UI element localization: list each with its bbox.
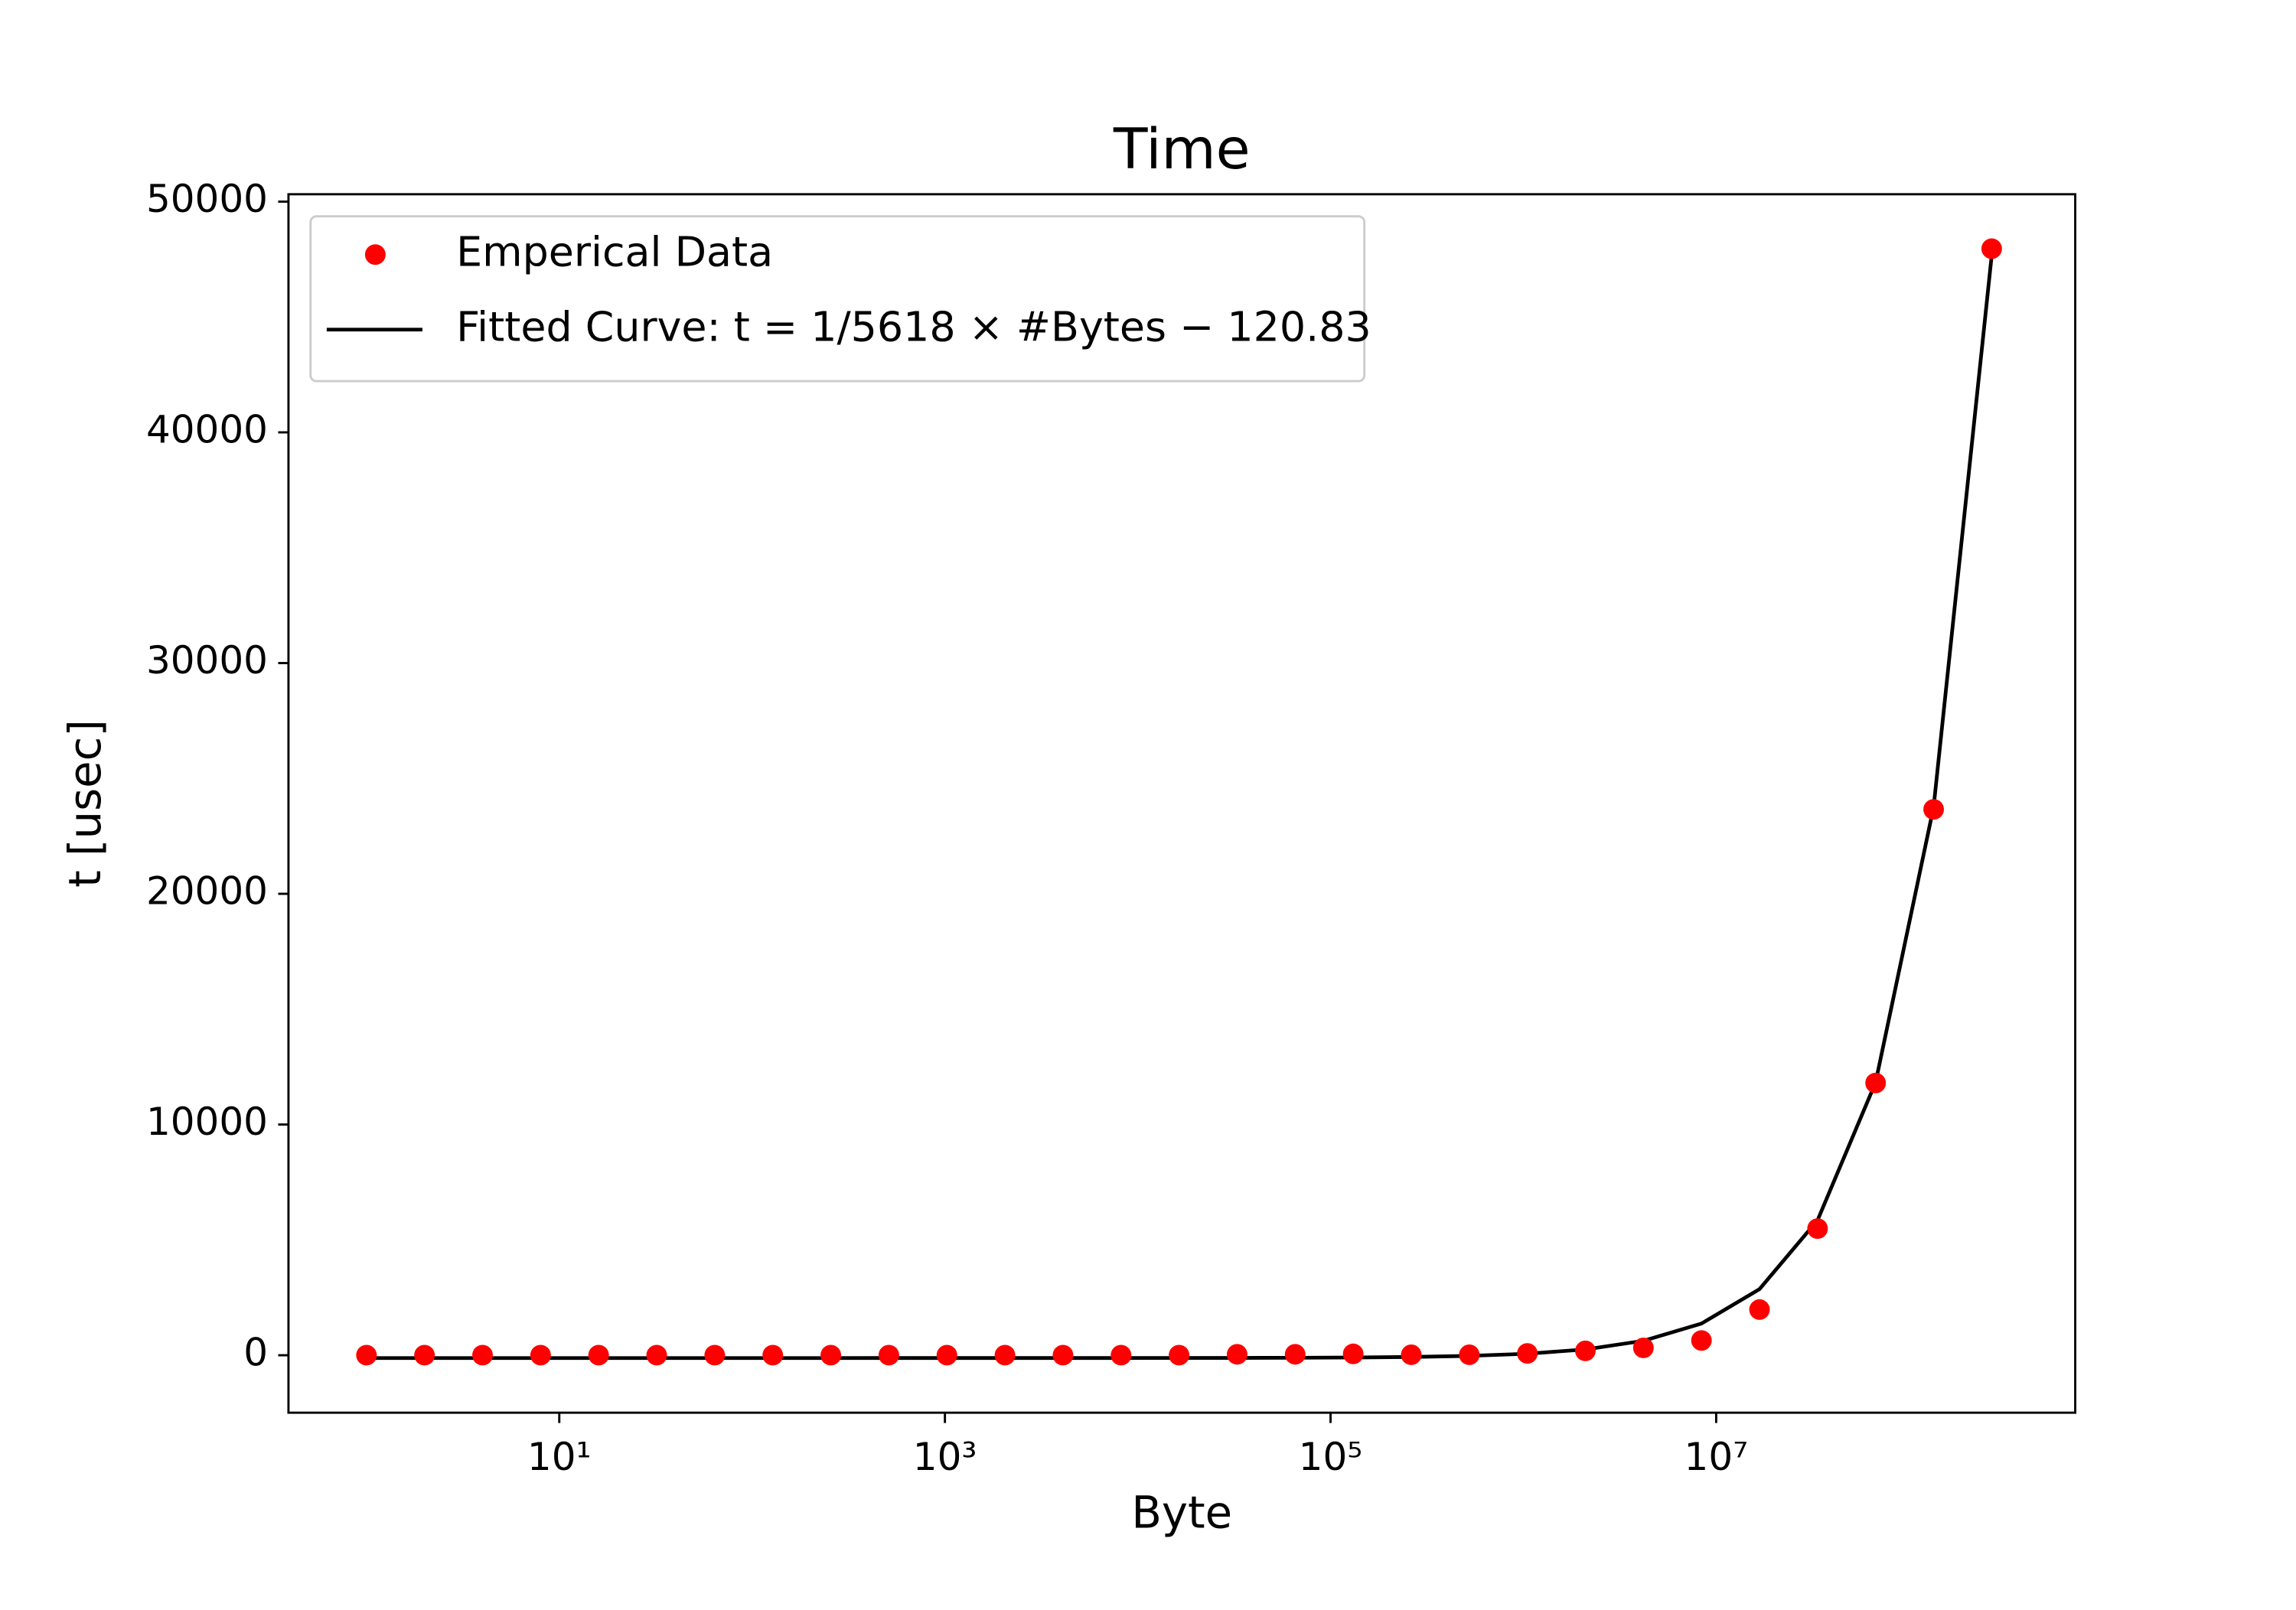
data-point (1517, 1343, 1538, 1364)
data-point (414, 1344, 435, 1366)
data-point (704, 1344, 726, 1366)
x-tick-label: 10¹ (527, 1435, 592, 1479)
data-point (1226, 1344, 1247, 1365)
data-point (1981, 238, 2002, 259)
y-tick-label: 30000 (146, 638, 268, 683)
y-tick-label: 40000 (146, 408, 268, 452)
data-point (1459, 1344, 1480, 1365)
plot-frame (287, 193, 2076, 1414)
data-point (1169, 1344, 1190, 1366)
data-point (588, 1344, 609, 1366)
data-point (1110, 1344, 1132, 1366)
data-point (472, 1344, 493, 1366)
x-tick-label: 10⁵ (1299, 1435, 1363, 1479)
y-tick-label: 20000 (146, 869, 268, 914)
y-axis-label: t [usec] (59, 719, 111, 888)
legend-marker (364, 244, 386, 266)
y-tick-label: 50000 (146, 177, 268, 221)
data-point (762, 1344, 784, 1366)
data-point (356, 1344, 377, 1366)
data-point (1052, 1344, 1074, 1366)
chart-title: Time (1113, 117, 1251, 182)
legend-box (309, 215, 1366, 383)
data-point (1401, 1344, 1422, 1365)
fitted-line (366, 255, 1994, 1361)
data-point (1807, 1218, 1828, 1240)
data-point (936, 1344, 957, 1366)
data-point (1749, 1299, 1770, 1320)
data-point (994, 1344, 1016, 1366)
y-tick-label: 0 (243, 1331, 268, 1375)
data-point (1865, 1072, 1887, 1093)
data-point (530, 1344, 551, 1366)
x-tick-label: 10³ (913, 1435, 977, 1479)
data-point (1632, 1337, 1654, 1358)
x-axis-label: Byte (1131, 1486, 1232, 1538)
legend-label: Fitted Curve: t = 1/5618 × #Bytes − 120.… (456, 302, 1371, 350)
y-tick-label: 10000 (146, 1100, 268, 1144)
data-point (646, 1344, 667, 1366)
legend-label: Emperical Data (456, 227, 773, 275)
data-point (1691, 1330, 1712, 1351)
data-point (1342, 1343, 1364, 1364)
data-point (820, 1344, 842, 1366)
data-point (1284, 1344, 1306, 1365)
data-point (1923, 799, 1944, 820)
x-tick-label: 10⁷ (1684, 1435, 1749, 1479)
data-point (878, 1344, 899, 1366)
data-point (1575, 1340, 1596, 1361)
